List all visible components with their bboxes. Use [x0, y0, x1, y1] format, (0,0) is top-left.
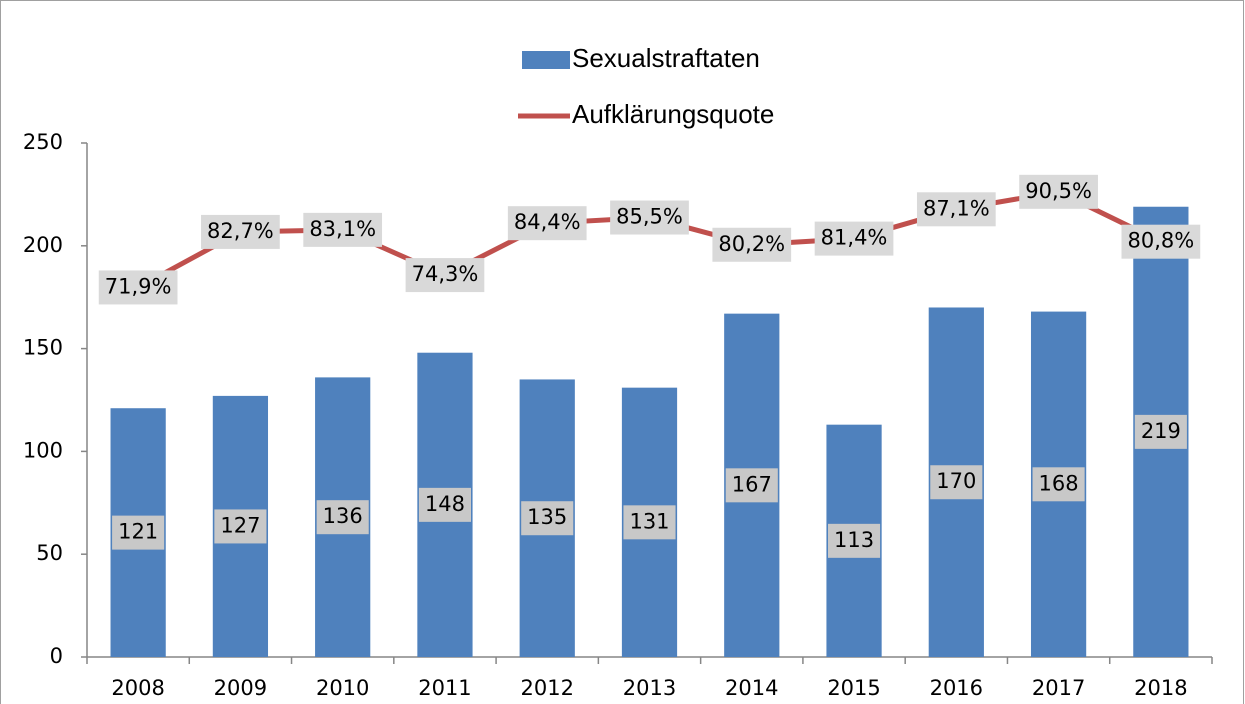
legend-label: Sexualstraftaten — [572, 43, 760, 73]
data-label: 219 — [1141, 419, 1181, 443]
data-label-box — [214, 509, 267, 544]
data-label: 113 — [834, 528, 874, 552]
x-tick-label: 2015 — [827, 676, 880, 700]
data-label: 83,1% — [309, 217, 376, 241]
legend-label: Aufklärungsquote — [572, 99, 774, 129]
data-label: 131 — [629, 509, 669, 533]
data-label: 80,2% — [718, 232, 785, 256]
data-label-box — [712, 227, 792, 262]
data-label: 127 — [220, 513, 260, 537]
data-label-box — [507, 206, 587, 241]
x-tick-label: 2008 — [111, 676, 164, 700]
data-label-box — [418, 487, 472, 522]
data-label-box — [316, 500, 369, 535]
data-label: 81,4% — [821, 226, 888, 250]
x-tick-label: 2012 — [521, 676, 574, 700]
data-label-box — [623, 505, 676, 540]
data-label-box — [1121, 224, 1201, 259]
data-label-box — [521, 501, 574, 536]
y-tick-label: 250 — [23, 130, 63, 154]
y-tick-label: 0 — [50, 644, 63, 668]
data-label: 167 — [732, 472, 772, 496]
data-label: 170 — [936, 469, 976, 493]
x-tick-label: 2016 — [930, 676, 983, 700]
data-label-box — [201, 214, 280, 249]
data-label-box — [1032, 467, 1085, 502]
x-tick-label: 2014 — [725, 676, 778, 700]
y-tick-label: 150 — [23, 336, 63, 360]
data-label-box — [303, 212, 383, 247]
x-tick-label: 2013 — [623, 676, 676, 700]
data-label: 84,4% — [514, 210, 581, 234]
data-label-box — [98, 270, 178, 305]
data-label: 148 — [425, 492, 465, 516]
x-tick-label: 2011 — [418, 676, 471, 700]
data-label: 85,5% — [616, 205, 683, 229]
data-label-box — [610, 200, 689, 235]
data-label: 87,1% — [923, 196, 990, 220]
y-tick-label: 50 — [36, 541, 63, 565]
data-label-box — [405, 258, 485, 293]
data-label-box — [827, 523, 881, 558]
data-label-box — [814, 221, 894, 256]
data-label-box — [930, 465, 983, 500]
data-label-box — [725, 468, 778, 503]
data-label: 136 — [323, 504, 363, 528]
data-label: 121 — [118, 520, 158, 544]
y-tick-label: 100 — [23, 438, 63, 462]
data-label: 71,9% — [105, 274, 172, 298]
data-label: 82,7% — [207, 219, 274, 243]
data-label-box — [112, 515, 165, 550]
data-label-box — [916, 192, 996, 227]
x-tick-label: 2010 — [316, 676, 369, 700]
x-tick-label: 2018 — [1134, 676, 1187, 700]
data-label: 74,3% — [412, 262, 479, 286]
x-tick-label: 2009 — [214, 676, 267, 700]
data-label: 80,8% — [1128, 229, 1195, 253]
data-label-box — [1134, 414, 1187, 449]
y-tick-label: 200 — [23, 233, 63, 257]
data-label: 168 — [1039, 471, 1079, 495]
data-label: 90,5% — [1025, 179, 1092, 203]
legend-swatch — [522, 51, 570, 69]
data-label: 135 — [527, 505, 567, 529]
x-tick-label: 2017 — [1032, 676, 1085, 700]
data-label-box — [1019, 174, 1098, 209]
